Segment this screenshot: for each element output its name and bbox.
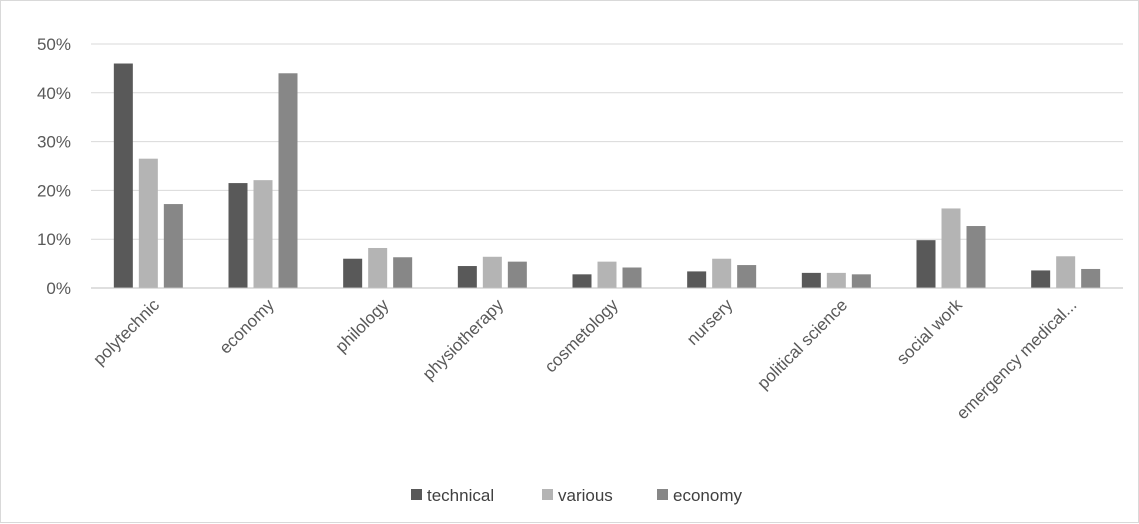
y-tick-label: 50% xyxy=(37,35,71,54)
bar-economy xyxy=(622,267,642,288)
category-label: emergency medical... xyxy=(953,295,1081,423)
y-tick-label: 20% xyxy=(37,181,71,200)
y-axis-tick-labels: 0% 10% 20% 30% 40% 50% xyxy=(37,35,71,298)
y-tick-label: 0% xyxy=(46,279,71,298)
bar-various xyxy=(253,180,273,288)
bar-technical xyxy=(1031,270,1051,288)
bar-various xyxy=(1056,256,1076,288)
bar-various xyxy=(941,208,961,288)
legend: technical various economy xyxy=(411,486,742,505)
bar-economy xyxy=(737,265,757,288)
legend-label: technical xyxy=(427,486,494,505)
category-label: polytechnic xyxy=(90,295,164,369)
category-label: cosmetology xyxy=(541,295,622,376)
legend-label: economy xyxy=(673,486,742,505)
bar-economy xyxy=(966,226,986,288)
bar-technical xyxy=(113,63,133,288)
bar-various xyxy=(482,256,502,288)
legend-label: various xyxy=(558,486,613,505)
category-label: political science xyxy=(754,295,852,393)
bar-technical xyxy=(228,183,248,288)
bar-technical xyxy=(687,271,707,288)
legend-swatch-various xyxy=(542,489,553,500)
legend-swatch-technical xyxy=(411,489,422,500)
bar-various xyxy=(138,158,158,288)
bar-economy xyxy=(1081,268,1101,288)
category-label: nursery xyxy=(683,295,737,349)
bar-economy xyxy=(851,274,871,288)
bar-various xyxy=(712,258,732,288)
bar-economy xyxy=(278,73,298,288)
category-label: economy xyxy=(216,295,279,358)
bar-technical xyxy=(457,266,477,288)
y-tick-label: 30% xyxy=(37,133,71,152)
bar-economy xyxy=(393,257,413,288)
bars xyxy=(113,63,1101,288)
y-tick-label: 40% xyxy=(37,84,71,103)
bar-various xyxy=(826,272,846,288)
bar-economy xyxy=(163,204,183,288)
bar-technical xyxy=(343,258,363,288)
bar-technical xyxy=(572,274,592,288)
x-axis-category-labels: polytechnic economy philology physiotherapy… xyxy=(90,295,1081,423)
category-label: philology xyxy=(332,295,393,356)
bar-various xyxy=(368,247,388,288)
y-tick-label: 10% xyxy=(37,230,71,249)
bar-technical xyxy=(801,272,821,288)
category-label: social work xyxy=(893,295,966,368)
legend-swatch-economy xyxy=(657,489,668,500)
bar-economy xyxy=(507,261,527,288)
bar-technical xyxy=(916,240,936,288)
category-label: physiotherapy xyxy=(419,295,508,384)
bar-various xyxy=(597,261,617,288)
